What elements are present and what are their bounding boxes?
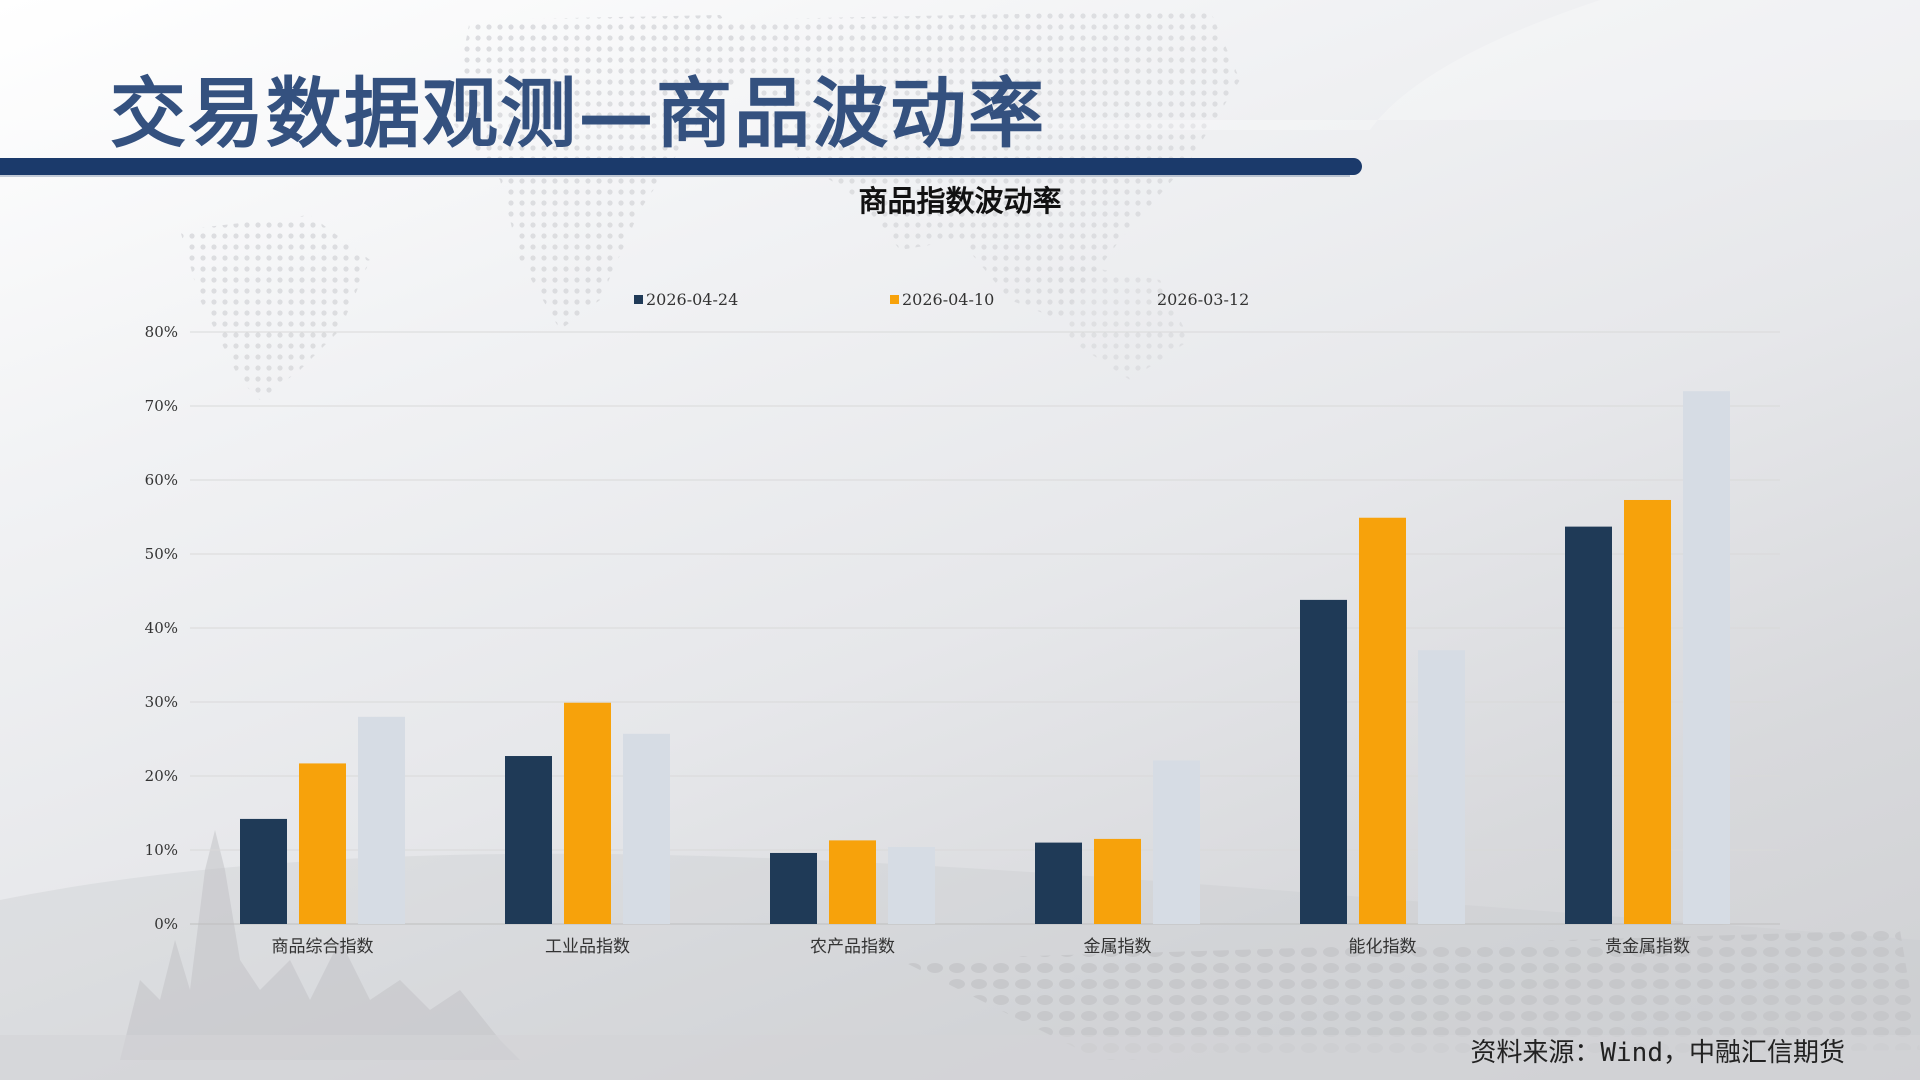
bar-series-1-cat-2 [505,756,552,924]
y-tick-label: 80% [145,323,178,341]
y-tick-label: 50% [145,545,178,563]
legend-label-series-3: 2026-03-12 [1157,290,1250,309]
legend-label-series-2: 2026-04-10 [902,290,995,309]
chart-legend: 2026-04-24 2026-04-10 2026-03-12 [0,290,1920,314]
y-tick-label: 40% [145,619,178,637]
legend-swatch-series-2 [890,295,899,304]
bar-series-2-cat-3 [829,840,876,924]
bar-series-3-cat-3 [888,847,935,924]
legend-item-series-3: 2026-03-12 [1145,290,1249,309]
slide-title: 交易数据观测—商品波动率 [110,69,1046,158]
y-tick-label: 30% [145,693,178,711]
bar-series-1-cat-6 [1565,526,1612,924]
x-category-label: 农产品指数 [810,937,895,957]
y-tick-label: 60% [145,471,178,489]
legend-item-series-1: 2026-04-24 [634,290,738,309]
bar-series-2-cat-1 [299,763,346,924]
y-tick-label: 20% [145,767,178,785]
bar-series-1-cat-3 [770,852,817,924]
y-tick-label: 10% [145,841,178,859]
title-underline-bar [0,158,1362,175]
bar-series-3-cat-6 [1683,391,1730,924]
x-category-label: 能化指数 [1349,937,1417,957]
legend-item-series-2: 2026-04-10 [890,290,994,309]
y-tick-label: 0% [154,915,178,933]
legend-swatch-series-1 [634,295,643,304]
bar-series-1-cat-1 [240,818,287,924]
x-category-label: 工业品指数 [545,937,630,957]
bar-series-2-cat-5 [1359,517,1406,924]
bar-series-2-cat-6 [1624,499,1671,924]
bar-series-3-cat-2 [623,733,670,924]
bar-series-2-cat-4 [1094,838,1141,924]
source-note: 资料来源：Wind，中融汇信期货 [1470,1038,1845,1068]
y-tick-label: 70% [145,397,178,415]
bar-series-1-cat-4 [1035,842,1082,924]
bar-series-2-cat-2 [564,702,611,924]
x-category-label: 商品综合指数 [272,937,374,957]
title-underline-shadow [0,174,1350,177]
x-category-label: 金属指数 [1084,937,1152,957]
bar-series-1-cat-5 [1300,599,1347,924]
bar-series-3-cat-5 [1418,650,1465,924]
bar-series-3-cat-1 [358,716,405,924]
bar-series-3-cat-4 [1153,760,1200,924]
legend-label-series-1: 2026-04-24 [646,290,739,309]
x-category-label: 贵金属指数 [1605,937,1690,957]
chart-title: 商品指数波动率 [858,184,1062,218]
